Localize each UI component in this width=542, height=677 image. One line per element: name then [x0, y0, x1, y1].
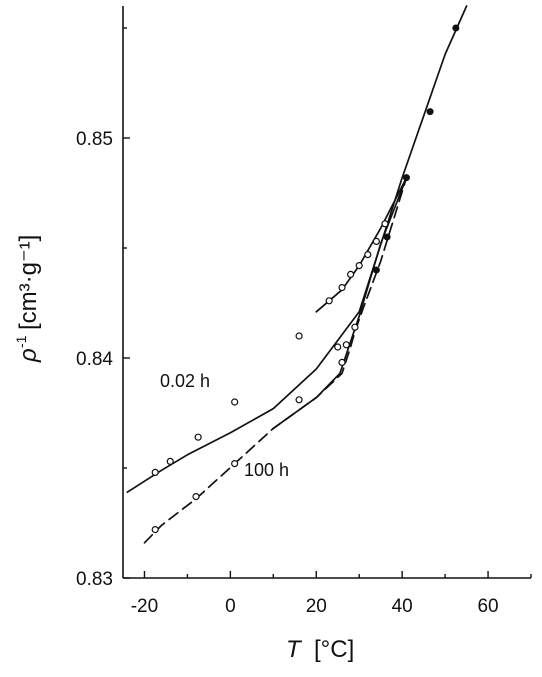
open-marker: [372, 237, 380, 245]
y-tick-label: 0.85: [76, 129, 113, 150]
filled-marker: [383, 233, 391, 241]
open-marker: [151, 468, 159, 476]
x-tick-label: 60: [477, 596, 498, 617]
y-axis-exponent: -1: [13, 335, 29, 348]
x-axis-title: T [°C]: [286, 636, 354, 663]
x-tick-label: -20: [131, 596, 158, 617]
filled-marker: [372, 266, 380, 274]
open-marker: [355, 262, 363, 270]
x-axis-symbol: T: [286, 636, 303, 663]
y-tick-label: 0.83: [76, 569, 113, 590]
y-axis-unit: [cm³·g⁻¹]: [15, 235, 42, 330]
x-tick-label: 0: [225, 596, 236, 617]
y-axis-title: ρ -1 [cm³·g⁻¹]: [13, 235, 42, 363]
filled-marker: [426, 108, 434, 116]
open-marker: [338, 284, 346, 292]
x-tick-label: 20: [306, 596, 327, 617]
open-marker: [325, 297, 333, 305]
open-marker: [338, 358, 346, 366]
open-marker: [347, 270, 355, 278]
open-marker: [166, 457, 174, 465]
y-tick-label: 0.84: [76, 349, 113, 370]
open-marker: [334, 343, 342, 351]
y-axis-symbol: ρ: [15, 348, 42, 363]
marker-layer: [151, 24, 460, 534]
x-axis-unit: [°C]: [314, 636, 354, 663]
open-marker: [351, 323, 359, 331]
filled-marker: [402, 174, 410, 182]
filled-marker: [452, 24, 460, 32]
annotation-100h: 100 h: [244, 460, 289, 480]
series-line-0: [126, 5, 468, 494]
open-marker: [295, 396, 303, 404]
open-marker: [364, 251, 372, 259]
annotation-0-02h: 0.02 h: [160, 371, 210, 391]
open-marker: [192, 493, 200, 501]
open-marker: [231, 460, 239, 468]
plot-frame: [122, 6, 531, 579]
open-marker: [194, 433, 202, 441]
x-tick-label: 40: [392, 596, 413, 617]
tick-layer: -20 0 20 40 60 0.83 0.84 0.85: [76, 27, 532, 617]
open-marker: [381, 220, 389, 228]
open-marker: [342, 341, 350, 349]
series-layer: [126, 5, 468, 544]
open-marker: [295, 332, 303, 340]
series-line-1: [143, 176, 408, 544]
open-marker: [231, 398, 239, 406]
open-marker: [151, 525, 159, 534]
series-line-3: [315, 176, 408, 313]
